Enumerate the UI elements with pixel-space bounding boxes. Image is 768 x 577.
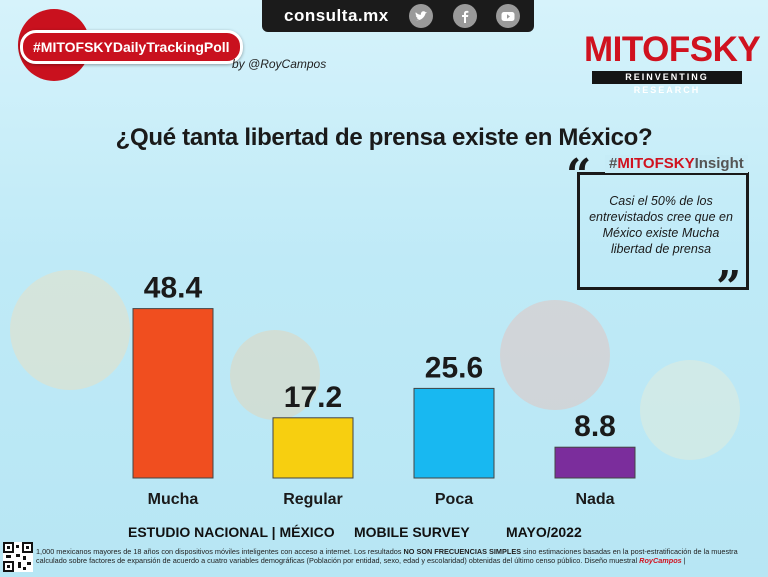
hashtag-badge: #MITOFSKYDailyTrackingPoll <box>20 30 243 64</box>
value-label-nada: 8.8 <box>574 410 616 443</box>
methodology-note: 1,000 mexicanos mayores de 18 años con d… <box>36 547 738 565</box>
chart-title: ¿Qué tanta libertad de prensa existe en … <box>115 124 653 151</box>
value-label-regular: 17.2 <box>284 381 342 414</box>
note-part-2: sino estimaciones basadas en la post-est… <box>36 547 738 565</box>
value-label-poca: 25.6 <box>425 351 483 384</box>
twitter-icon[interactable] <box>409 4 433 28</box>
survey-label: MOBILE SURVEY <box>354 524 470 540</box>
category-label-mucha: Mucha <box>148 491 199 508</box>
insight-text: Casi el 50% de los entrevistados cree qu… <box>589 194 733 256</box>
bar-nada <box>554 446 636 479</box>
brand-logo: MITOFSKY <box>584 30 761 69</box>
date-label: MAYO/2022 <box>506 524 582 540</box>
facebook-icon[interactable] <box>453 4 477 28</box>
brand-tagline: REINVENTING RESEARCH <box>592 71 742 95</box>
note-signature: RoyCampos <box>639 556 682 565</box>
note-bold: NO SON FRECUENCIAS SIMPLES <box>403 547 522 556</box>
study-label: ESTUDIO NACIONAL | MÉXICO <box>128 524 335 540</box>
insight-frame <box>577 172 749 290</box>
category-label-regular: Regular <box>283 491 343 508</box>
open-quote-icon: “ <box>566 150 592 201</box>
category-label-poca: Poca <box>435 491 473 508</box>
value-label-mucha: 48.4 <box>144 272 203 305</box>
note-part-1: 1,000 mexicanos mayores de 18 años con d… <box>36 547 404 556</box>
byline: by @RoyCampos <box>232 57 327 71</box>
bar-poca <box>413 387 495 479</box>
bar-mucha <box>132 308 214 479</box>
top-bar: consulta.mx <box>262 0 534 32</box>
insight-suffix: Insight <box>694 155 744 172</box>
site-link[interactable]: consulta.mx <box>284 6 389 25</box>
category-label-nada: Nada <box>575 491 614 508</box>
insight-hash: # <box>609 155 618 172</box>
insight-brand: MITOFSKY <box>617 155 695 172</box>
footer-bar: ESTUDIO NACIONAL | MÉXICO MOBILE SURVEY … <box>96 524 616 544</box>
youtube-icon[interactable] <box>496 4 520 28</box>
qr-code-icon <box>3 542 33 572</box>
bar-regular <box>272 417 354 479</box>
insight-heading: #MITOFSKYInsight <box>605 155 748 173</box>
close-quote-icon: ” <box>716 262 742 313</box>
